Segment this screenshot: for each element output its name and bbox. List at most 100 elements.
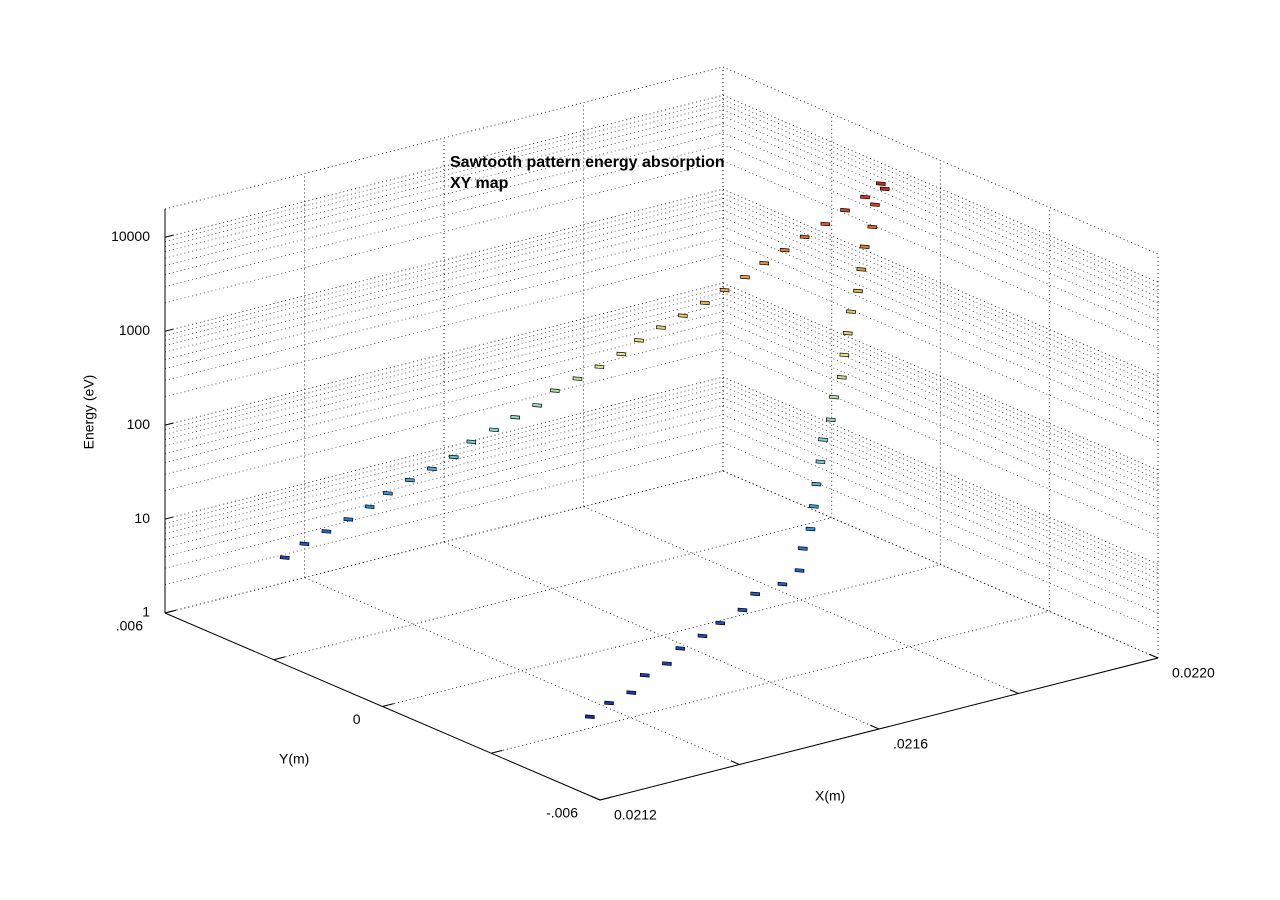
minor-grid-line <box>722 303 1159 492</box>
minor-grid-line <box>164 381 724 524</box>
y-tick-label: 0 <box>353 711 361 727</box>
point <box>572 376 583 381</box>
point <box>859 244 870 249</box>
minor-grid-line <box>164 217 724 360</box>
point <box>856 267 867 272</box>
point <box>860 194 870 200</box>
point <box>840 207 850 213</box>
minor-grid-line <box>722 193 1159 381</box>
point <box>818 437 828 442</box>
minor-grid-line <box>722 414 1159 602</box>
minor-grid-line <box>722 132 1159 320</box>
minor-grid-line <box>164 193 724 336</box>
grid-line <box>491 610 1050 754</box>
minor-grid-line <box>722 99 1159 287</box>
point <box>839 352 850 358</box>
point <box>825 417 836 422</box>
x-tick <box>730 760 740 765</box>
x-axis-label: X(m) <box>815 788 845 804</box>
point <box>626 690 637 695</box>
grid-line <box>722 376 1159 565</box>
minor-grid-line <box>722 348 1159 537</box>
minor-grid-line <box>722 405 1159 593</box>
minor-grid-line <box>722 109 1159 298</box>
point <box>805 526 816 532</box>
minor-grid-line <box>164 391 724 534</box>
point <box>675 646 686 651</box>
minor-grid-line <box>722 320 1159 508</box>
point <box>836 375 847 380</box>
point <box>604 700 614 706</box>
grid-line <box>722 94 1159 283</box>
point <box>875 181 886 186</box>
point <box>299 541 310 547</box>
chart-title: XY map <box>450 175 509 192</box>
point <box>426 466 437 472</box>
grid-line <box>443 541 880 730</box>
y-tick-label: .006 <box>116 618 143 634</box>
z-tick <box>164 328 174 332</box>
x-tick-label: 0.0220 <box>1172 665 1215 681</box>
minor-grid-line <box>722 115 1159 304</box>
minor-grid-line <box>722 391 1159 579</box>
minor-grid-line <box>722 297 1159 485</box>
z-tick-label: 100 <box>127 416 151 432</box>
minor-grid-line <box>722 209 1159 398</box>
point <box>697 633 708 639</box>
point <box>656 325 666 330</box>
minor-grid-line <box>164 123 724 266</box>
minor-grid-line <box>722 203 1159 392</box>
point <box>794 568 805 573</box>
point <box>510 415 521 420</box>
point <box>719 287 730 293</box>
point <box>405 477 415 483</box>
grid-line <box>273 517 832 661</box>
point <box>853 288 863 294</box>
point <box>585 714 595 720</box>
point <box>699 300 710 306</box>
point <box>489 427 499 433</box>
point <box>279 555 290 560</box>
y-tick <box>491 749 503 754</box>
point <box>343 517 354 522</box>
point <box>842 331 853 336</box>
grid-line <box>722 282 1159 471</box>
minor-grid-line <box>722 226 1159 414</box>
y-axis-label: Y(m) <box>279 751 309 767</box>
point <box>383 491 393 496</box>
grid-line <box>583 506 1019 694</box>
z-tick <box>164 516 174 520</box>
x-tick-label: 0.0212 <box>614 807 657 823</box>
minor-grid-line <box>722 397 1159 586</box>
point <box>715 620 726 626</box>
minor-grid-line <box>722 144 1159 332</box>
point <box>808 504 819 509</box>
point <box>879 186 890 192</box>
point <box>448 454 459 460</box>
minor-grid-line <box>722 385 1159 574</box>
point <box>797 546 808 551</box>
point <box>321 529 332 534</box>
minor-grid-line <box>164 297 724 440</box>
x-tick <box>870 724 880 730</box>
point <box>662 661 672 666</box>
minor-grid-line <box>722 381 1159 569</box>
point <box>846 309 856 314</box>
point <box>364 504 375 509</box>
minor-grid-line <box>164 405 724 548</box>
point <box>815 459 826 465</box>
point <box>829 394 839 400</box>
x-tick <box>1009 689 1019 694</box>
point <box>867 224 878 230</box>
z-tick-label: 10000 <box>111 228 150 244</box>
x-tick <box>1149 653 1159 659</box>
minor-grid-line <box>722 291 1159 480</box>
point <box>549 388 560 393</box>
minor-grid-line <box>722 104 1159 292</box>
point <box>777 581 788 587</box>
grid-line <box>722 188 1159 377</box>
y-tick <box>273 656 286 661</box>
z-tick-label: 1 <box>142 604 150 620</box>
point <box>750 591 761 597</box>
